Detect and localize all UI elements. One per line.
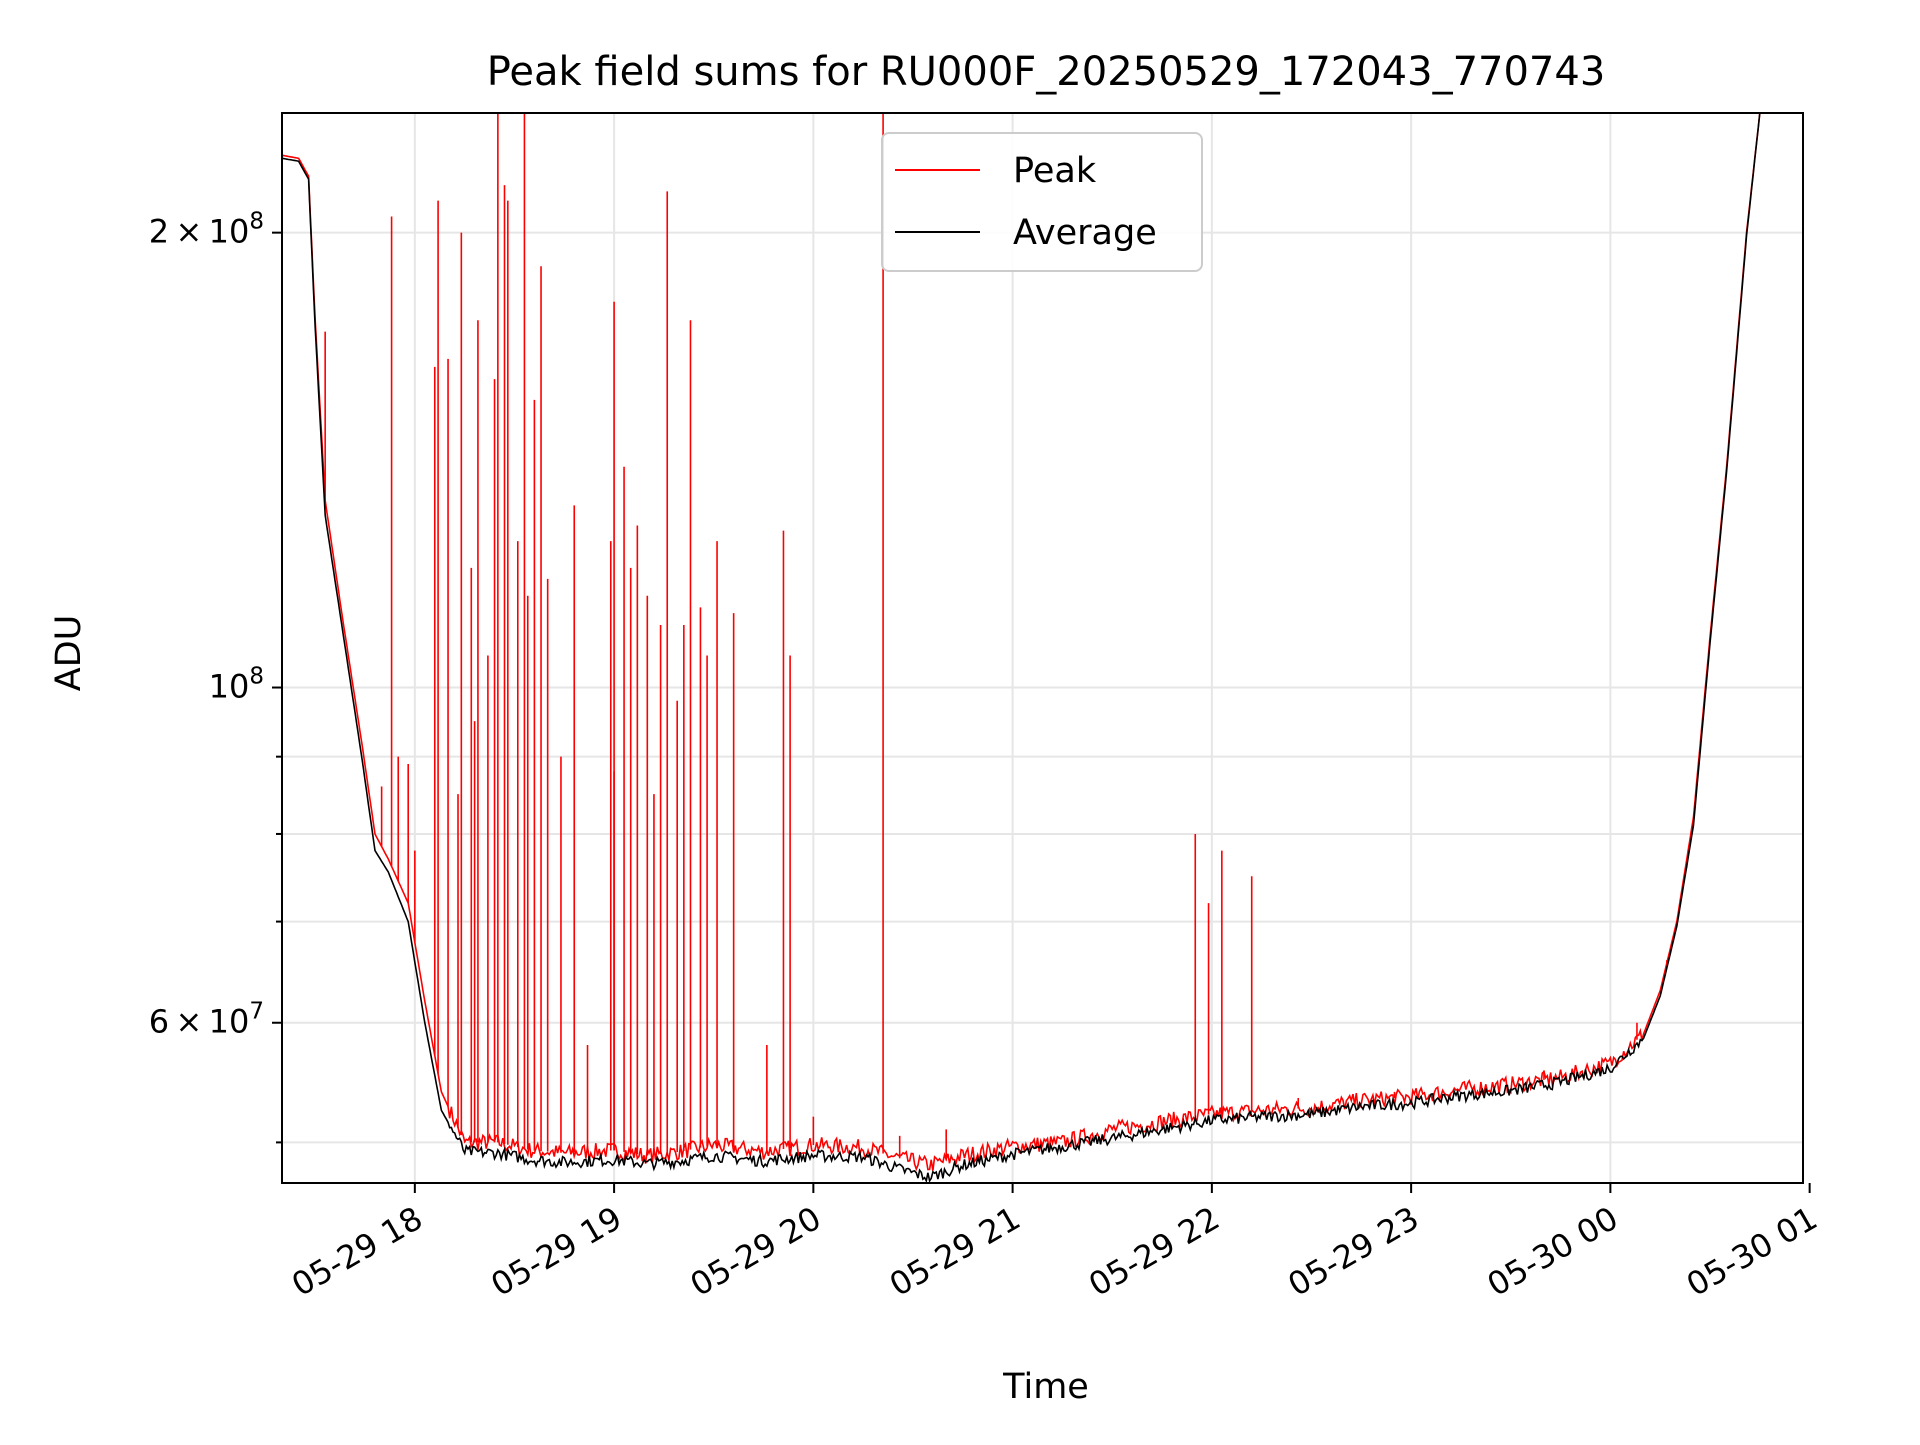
y-tick-label: 6 × 107 [149, 999, 264, 1041]
legend-label-peak: Peak [1013, 151, 1097, 191]
y-tick-base: 2 × 10 [149, 213, 250, 251]
plot-area [282, 113, 1761, 1183]
y-tick-exponent: 7 [249, 999, 264, 1025]
plot-frame [281, 112, 1804, 1184]
legend-label-average: Average [1013, 213, 1157, 253]
series-line-average [282, 113, 1761, 1183]
legend-frame [881, 132, 1203, 272]
y-tick-exponent: 8 [249, 664, 264, 690]
x-axis-label: Time [1002, 1367, 1089, 1407]
chart-title: Peak field sums for RU000F_20250529_1720… [487, 49, 1606, 95]
y-axis-label: ADU [49, 615, 89, 692]
y-tick-label: 2 × 108 [149, 209, 264, 251]
y-tick-base: 10 [209, 668, 250, 706]
y-tick-label: 108 [209, 664, 264, 706]
series-layer [282, 113, 1761, 1183]
legend: Peak Average [881, 132, 1203, 272]
y-tick-base: 6 × 10 [149, 1003, 250, 1041]
y-tick-exponent: 8 [249, 209, 264, 235]
